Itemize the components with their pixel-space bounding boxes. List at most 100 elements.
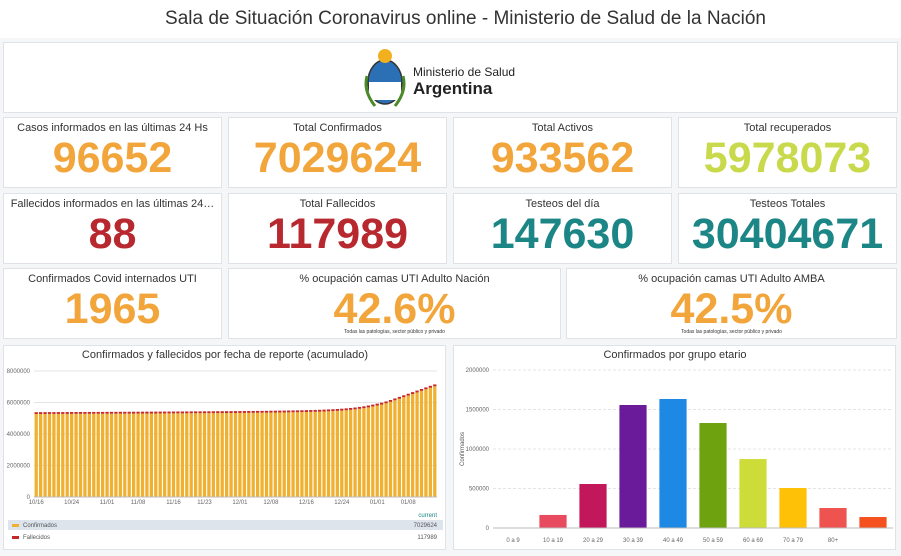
bar-segment — [96, 413, 100, 497]
bar-segment — [34, 412, 38, 414]
bar-segment — [136, 413, 140, 497]
logo-line1: Ministerio de Salud — [413, 65, 516, 79]
bar-segment — [335, 410, 339, 497]
kpi-label: Total recuperados — [743, 122, 832, 134]
bar-segment — [39, 413, 43, 497]
bar-segment — [397, 398, 401, 497]
bar-segment — [158, 411, 162, 414]
kpi-card: Testeos del día 147630 — [453, 193, 672, 264]
bar-segment — [96, 411, 100, 414]
bar-segment — [269, 410, 273, 413]
kpi-card: Fallecidos informados en las últimas 24…… — [3, 193, 222, 264]
bar-segment — [118, 411, 122, 414]
bar-segment — [331, 409, 335, 412]
bar-segment — [52, 413, 56, 497]
bar-segment — [375, 403, 379, 406]
kpi-value: 7029624 — [253, 134, 422, 182]
kpi-value: 96652 — [52, 134, 173, 182]
legend-header: current — [418, 513, 437, 519]
bar-segment — [278, 412, 282, 497]
x-tick-label: 11/23 — [197, 500, 212, 506]
bar-segment — [402, 395, 406, 398]
bar-segment — [163, 413, 167, 497]
bar-segment — [185, 411, 189, 414]
bar-segment — [247, 412, 251, 497]
kpi-value: 88 — [88, 210, 137, 258]
bar-segment — [411, 392, 415, 394]
bar-segment — [158, 413, 162, 497]
y-tick-label: 0 — [27, 495, 31, 501]
bar-segment — [180, 413, 184, 497]
bar-segment — [202, 413, 207, 497]
bar-segment — [287, 412, 291, 497]
bar-segment — [415, 392, 419, 497]
bar-segment — [406, 393, 410, 396]
bar-segment — [83, 413, 87, 497]
kpi-note: Todas las patologías, sector público y p… — [344, 329, 445, 335]
bar-segment — [123, 411, 127, 414]
bar-segment — [171, 413, 176, 497]
bar-segment — [211, 411, 215, 414]
bar-segment — [411, 393, 415, 497]
page-title: Sala de Situación Coronavirus online - M… — [165, 8, 766, 29]
bar-segment — [300, 410, 304, 413]
logo-card: Ministerio de Salud Argentina — [3, 42, 898, 113]
bar-segment — [198, 413, 202, 497]
bar-segment — [357, 408, 362, 497]
bar — [699, 423, 727, 528]
bar-segment — [105, 413, 109, 497]
bar-segment — [34, 413, 38, 497]
bar-segment — [220, 411, 224, 414]
bar-segment — [136, 411, 140, 414]
bar-segment — [269, 412, 273, 497]
bar-segment — [47, 412, 52, 414]
bar-segment — [388, 400, 393, 402]
bar-segment — [114, 411, 118, 414]
bar-segment — [132, 413, 136, 497]
bar-segment — [238, 411, 242, 413]
kpi-label: Fallecidos informados en las últimas 24… — [10, 198, 215, 210]
x-tick-label: 30 a 39 — [623, 538, 644, 544]
chart: Confirmados y fallecidos por fecha de re… — [7, 349, 443, 541]
bar-segment — [304, 412, 308, 497]
kpi-value: 42.6% — [333, 285, 456, 333]
kpi-card: Total Fallecidos 117989 — [228, 193, 447, 264]
bar-segment — [362, 406, 366, 409]
bar-segment — [207, 411, 211, 414]
bar-segment — [65, 412, 69, 414]
y-tick-label: 2000000 — [7, 464, 31, 470]
bar-segment — [393, 398, 397, 401]
bar-segment — [47, 413, 52, 497]
bar-segment — [415, 390, 419, 393]
bar-segment — [167, 411, 171, 414]
kpi-label: Confirmados Covid internados UTI — [28, 273, 197, 285]
bar-segment — [424, 387, 428, 390]
bar-segment — [123, 413, 127, 497]
bar-segment — [145, 411, 149, 414]
y-tick-label: 1500000 — [466, 408, 490, 414]
bar-segment — [366, 407, 370, 497]
bar-segment — [154, 413, 158, 497]
bar-segment — [326, 411, 331, 497]
bar-segment — [251, 410, 255, 413]
bar-segment — [264, 412, 269, 497]
y-tick-label: 4000000 — [7, 432, 31, 438]
x-tick-label: 01/01 — [370, 500, 386, 506]
bar-segment — [87, 413, 91, 497]
bar-segment — [118, 413, 122, 497]
bar-segment — [225, 411, 229, 414]
kpi-label: Casos informados en las últimas 24 Hs — [17, 122, 208, 134]
emblem — [364, 49, 406, 107]
kpi-card: % ocupación camas UTI Adulto Nación 42.6%… — [228, 268, 561, 339]
kpi-card: % ocupación camas UTI Adulto AMBA 42.5% To… — [566, 268, 897, 339]
bar-segment — [149, 411, 153, 414]
bar-segment — [318, 409, 322, 412]
bar-segment — [322, 409, 326, 412]
bar-segment — [145, 413, 149, 497]
y-tick-label: 6000000 — [7, 401, 31, 407]
bar — [539, 514, 567, 528]
bar-segment — [340, 408, 344, 411]
kpi-label: % ocupación camas UTI Adulto AMBA — [638, 273, 825, 285]
bar-segment — [344, 410, 348, 497]
bar-segment — [349, 409, 353, 497]
